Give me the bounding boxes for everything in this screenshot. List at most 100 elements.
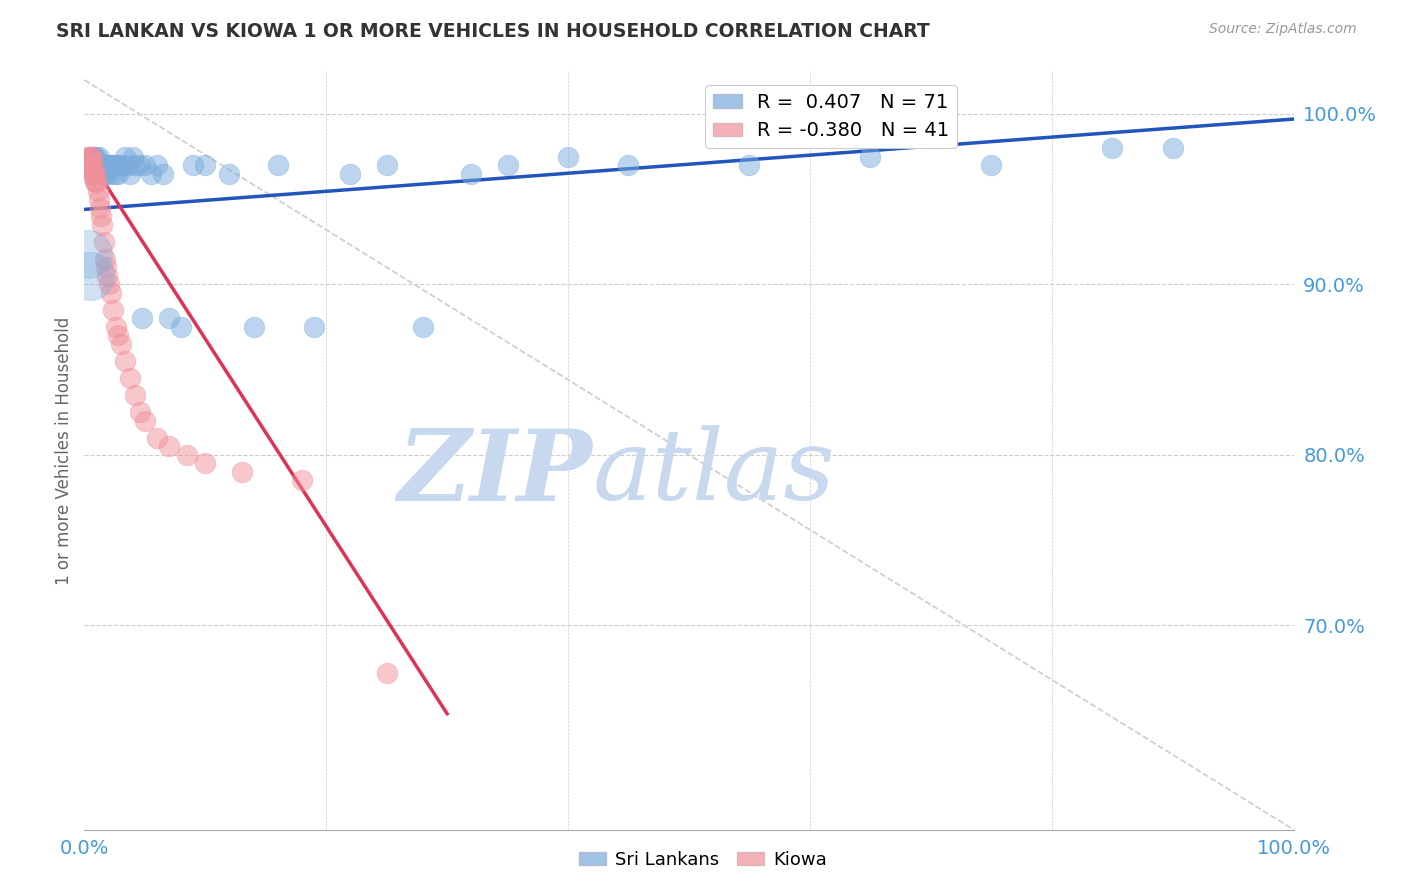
Point — [93, 167, 115, 181]
Point — [460, 167, 482, 181]
Point — [100, 158, 122, 172]
Point — [97, 158, 120, 172]
Point — [617, 158, 640, 172]
Point — [96, 158, 118, 172]
Point — [77, 150, 100, 164]
Point — [82, 150, 104, 164]
Point — [90, 158, 112, 172]
Point — [110, 337, 132, 351]
Text: Source: ZipAtlas.com: Source: ZipAtlas.com — [1209, 22, 1357, 37]
Point — [83, 150, 105, 164]
Point — [86, 175, 108, 189]
Point — [120, 167, 142, 181]
Point — [128, 158, 150, 172]
Point — [93, 235, 115, 249]
Point — [194, 456, 217, 470]
Point — [87, 192, 110, 206]
Point — [94, 260, 117, 275]
Legend: R =  0.407   N = 71, R = -0.380   N = 41: R = 0.407 N = 71, R = -0.380 N = 41 — [704, 85, 957, 148]
Point — [93, 158, 115, 172]
Point — [91, 218, 114, 232]
Point — [79, 268, 101, 283]
Point — [94, 167, 117, 181]
Point — [105, 158, 128, 172]
Point — [83, 167, 105, 181]
Point — [91, 158, 114, 172]
Point — [375, 665, 398, 680]
Point — [859, 150, 882, 164]
Point — [267, 158, 290, 172]
Point — [103, 158, 125, 172]
Point — [79, 150, 101, 164]
Y-axis label: 1 or more Vehicles in Household: 1 or more Vehicles in Household — [55, 317, 73, 584]
Point — [86, 150, 108, 164]
Point — [98, 167, 121, 181]
Point — [90, 209, 112, 223]
Point — [84, 158, 107, 172]
Point — [87, 158, 110, 172]
Point — [120, 371, 142, 385]
Point — [87, 150, 110, 164]
Point — [134, 414, 156, 428]
Point — [96, 268, 118, 283]
Point — [86, 158, 108, 172]
Point — [80, 158, 103, 172]
Point — [107, 167, 129, 181]
Point — [94, 252, 117, 266]
Point — [176, 448, 198, 462]
Point — [77, 150, 100, 164]
Point — [146, 158, 169, 172]
Point — [170, 320, 193, 334]
Point — [79, 167, 101, 181]
Point — [339, 167, 361, 181]
Point — [114, 354, 136, 368]
Point — [82, 167, 104, 181]
Point — [107, 328, 129, 343]
Point — [97, 277, 120, 292]
Point — [302, 320, 325, 334]
Point — [84, 167, 107, 181]
Legend: Sri Lankans, Kiowa: Sri Lankans, Kiowa — [572, 844, 834, 876]
Point — [291, 473, 314, 487]
Point — [124, 388, 146, 402]
Point — [77, 158, 100, 172]
Point — [104, 158, 127, 172]
Point — [89, 167, 111, 181]
Point — [218, 167, 240, 181]
Point — [980, 158, 1002, 172]
Point — [129, 405, 152, 419]
Point — [157, 311, 180, 326]
Point — [496, 158, 519, 172]
Point — [80, 150, 103, 164]
Point — [83, 167, 105, 181]
Point — [77, 158, 100, 172]
Text: SRI LANKAN VS KIOWA 1 OR MORE VEHICLES IN HOUSEHOLD CORRELATION CHART: SRI LANKAN VS KIOWA 1 OR MORE VEHICLES I… — [56, 22, 929, 41]
Point — [1161, 141, 1184, 155]
Point — [82, 158, 104, 172]
Point — [79, 158, 101, 172]
Point — [375, 158, 398, 172]
Point — [134, 158, 156, 172]
Point — [124, 158, 146, 172]
Point — [114, 150, 136, 164]
Point — [77, 246, 100, 260]
Point — [89, 158, 111, 172]
Point — [103, 302, 125, 317]
Point — [131, 311, 153, 326]
Point — [412, 320, 434, 334]
Point — [83, 150, 105, 164]
Point — [104, 167, 127, 181]
Point — [139, 167, 162, 181]
Point — [557, 150, 579, 164]
Point — [152, 167, 174, 181]
Point — [101, 158, 124, 172]
Point — [194, 158, 217, 172]
Point — [112, 158, 135, 172]
Point — [146, 431, 169, 445]
Point — [80, 150, 103, 164]
Point — [1101, 141, 1123, 155]
Point — [157, 439, 180, 453]
Point — [76, 158, 98, 172]
Point — [89, 201, 111, 215]
Text: atlas: atlas — [592, 425, 835, 521]
